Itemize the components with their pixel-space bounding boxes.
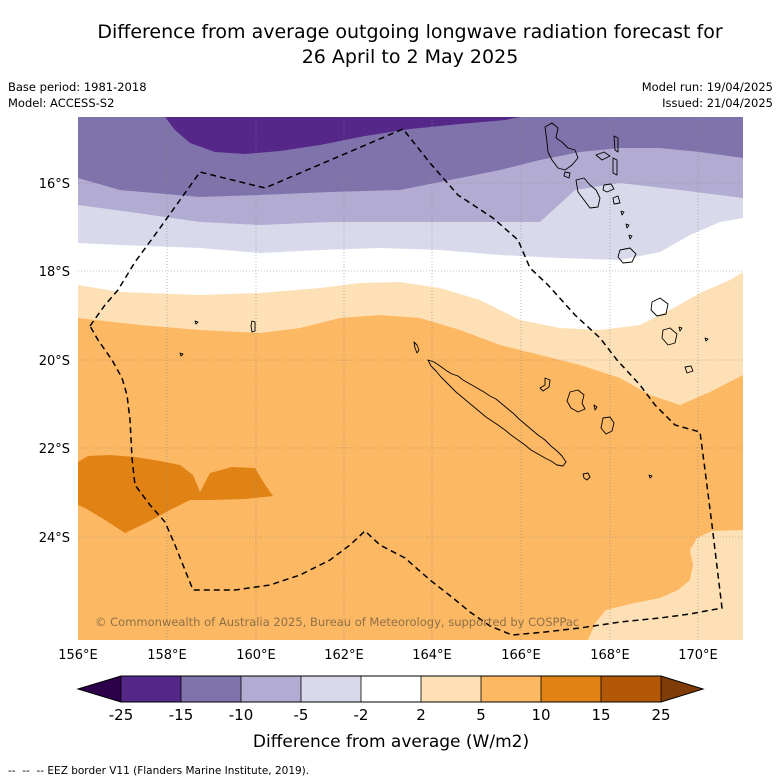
colorbar-bin-minus2-2: [361, 676, 421, 702]
lon-label-168e: 168°E: [590, 648, 630, 663]
lat-label-24s: 24°S: [39, 531, 70, 546]
coastline-efate: [617, 247, 637, 264]
lat-label-18s: 18°S: [39, 265, 70, 280]
colorbar-tick: 2: [416, 706, 426, 724]
coastline-shepherd-islands: [620, 210, 633, 240]
colorbar-bin-5-10: [481, 676, 541, 702]
coastline-new-caledonia-main: [427, 359, 567, 467]
lat-label-20s: 20°S: [39, 354, 70, 369]
olr-band-2-to-5-south: [588, 530, 743, 640]
colorbar-bin-2-5: [421, 676, 481, 702]
colorbar-tick: -25: [109, 706, 134, 724]
lon-label-156e: 156°E: [58, 648, 98, 663]
gridlines: [78, 117, 743, 640]
eez-legend-note: -- -- -- EEZ border V11 (Flanders Marine…: [8, 765, 309, 777]
colorbar-bin-minus15-minus10: [181, 676, 241, 702]
map-panel: © Commonwealth of Australia 2025, Bureau…: [78, 117, 743, 640]
lon-label-164e: 164°E: [412, 648, 452, 663]
olr-band-2-to-5-edge: [738, 343, 743, 371]
coastline-ambae: [595, 151, 611, 161]
lon-label-166e: 166°E: [501, 648, 541, 663]
coastline-malo: [563, 171, 571, 179]
colorbar-tick: -10: [229, 706, 254, 724]
colorbar-tick: -15: [169, 706, 194, 724]
coastline-belep: [413, 341, 420, 354]
issued-label: Issued: 21/04/2025: [662, 96, 773, 110]
colorbar-bin-minus10-minus5: [241, 676, 301, 702]
title-line-1: Difference from average outgoing longwav…: [97, 21, 723, 43]
coastline-erromango: [650, 297, 669, 317]
coastline-pentecost: [612, 157, 618, 176]
colorbar-tick: 15: [591, 706, 610, 724]
coastline-lifou: [566, 389, 586, 413]
colorbar-bin-minus25-minus15: [121, 676, 181, 702]
coastline-ouvea: [539, 377, 551, 392]
colorbar-tick: -2: [354, 706, 369, 724]
lon-label-170e: 170°E: [678, 648, 718, 663]
lon-label-162e: 162°E: [324, 648, 364, 663]
coastline-aneityum: [684, 365, 694, 374]
colorbar: -25 -15 -10 -5 -2 2 5 10 15 25 Differenc…: [76, 675, 705, 752]
colorbar-tick: -5: [294, 706, 309, 724]
coastline-malakula: [575, 177, 601, 209]
model-run-label: Model run: 19/04/2025: [642, 80, 773, 94]
colorbar-tick: 10: [531, 706, 550, 724]
lon-label-160e: 160°E: [236, 648, 276, 663]
lat-label-16s: 16°S: [39, 177, 70, 192]
coastline-ambrym: [602, 183, 615, 193]
lon-label-158e: 158°E: [147, 648, 187, 663]
coastline-tanna: [661, 327, 678, 346]
latitude-labels: 16°S 18°S 20°S 22°S 24°S: [39, 177, 70, 546]
longitude-labels: 156°E 158°E 160°E 162°E 164°E 166°E 168°…: [58, 648, 718, 663]
coastline-mare: [600, 416, 615, 435]
coastline-isle-of-pines: [582, 472, 591, 481]
coastline-espiritu-santo: [544, 122, 579, 171]
lat-label-22s: 22°S: [39, 442, 70, 457]
coastline-tiga: [593, 404, 598, 411]
coastline-chesterfield-reefs: [179, 320, 256, 357]
colorbar-extend-low: [78, 676, 121, 702]
coastline-walpole: [648, 474, 653, 479]
colorbar-label: Difference from average (W/m2): [253, 732, 529, 752]
colorbar-separators: [120, 676, 662, 702]
base-period-label: Base period: 1981-2018: [8, 80, 147, 94]
colorbar-bin-10-15: [541, 676, 601, 702]
colorbar-extend-high: [661, 676, 703, 702]
model-label: Model: ACCESS-S2: [8, 96, 114, 110]
olr-band-10-to-15: [78, 455, 273, 533]
coastlines: [179, 122, 709, 481]
copyright-notice: © Commonwealth of Australia 2025, Bureau…: [95, 615, 579, 629]
title-line-2: 26 April to 2 May 2025: [302, 46, 519, 68]
colorbar-outline: [76, 675, 705, 703]
colorbar-bin-15-25: [601, 676, 661, 702]
colorbar-bin-minus5-minus2: [301, 676, 361, 702]
coastline-futuna: [678, 326, 709, 342]
olr-band-minus25-to-minus15: [165, 117, 520, 154]
coastline-maewo: [613, 135, 619, 153]
coastline-epi: [612, 195, 621, 205]
colorbar-tick: 5: [476, 706, 486, 724]
colorbar-tick: 25: [651, 706, 670, 724]
